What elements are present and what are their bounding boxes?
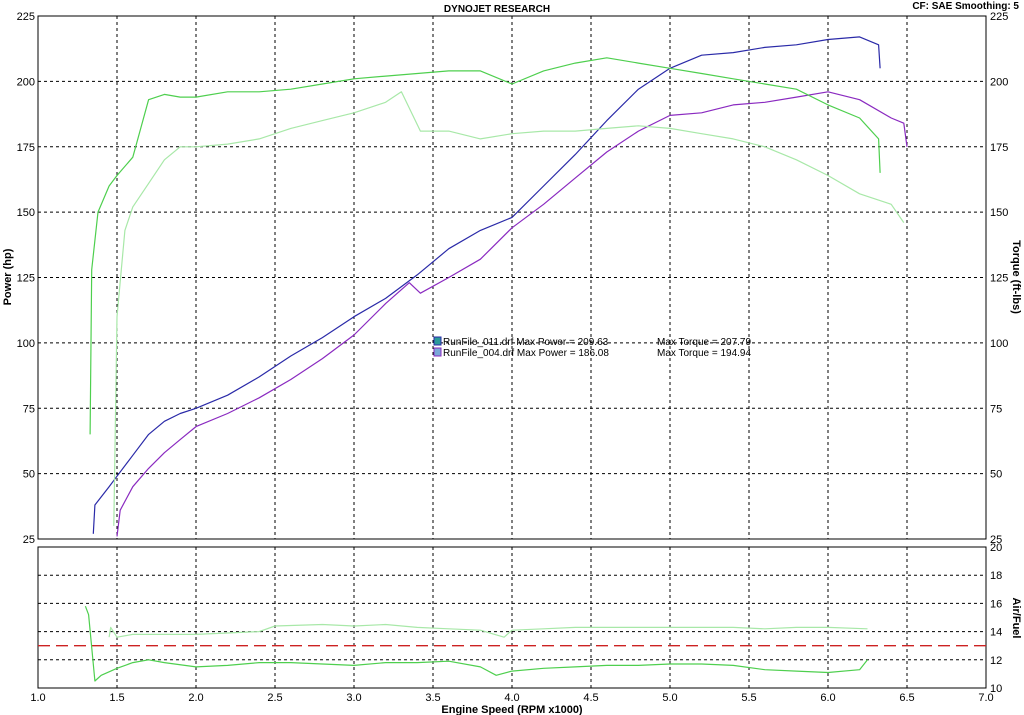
legend-swatch-run1 bbox=[433, 336, 442, 346]
afr-tick-label: 20 bbox=[990, 542, 1002, 554]
x-tick-label: 4.5 bbox=[583, 692, 598, 704]
afr-tick-label: 10 bbox=[990, 683, 1002, 695]
x-tick-label: 5.5 bbox=[741, 692, 756, 704]
y-tick-label-right: 100 bbox=[990, 338, 1008, 350]
legend-run1-torque: Max Torque = 207.79 bbox=[657, 337, 751, 348]
power-torque-series-2 bbox=[116, 91, 908, 537]
x-tick-label: 3.0 bbox=[346, 692, 361, 704]
legend: RunFile_011.drf Max Power = 209.63 Max T… bbox=[433, 336, 751, 359]
y-axis-label-torque: Torque (ft-lbs) bbox=[1010, 240, 1022, 314]
x-tick-label: 3.5 bbox=[425, 692, 440, 704]
x-tick-label: 6.0 bbox=[820, 692, 835, 704]
power-torque-series-4 bbox=[113, 91, 905, 526]
x-tick-label: 2.0 bbox=[188, 692, 203, 704]
y-tick-label-right: 75 bbox=[990, 403, 1002, 415]
legend-swatch-run2 bbox=[433, 347, 442, 357]
y-tick-label-right: 50 bbox=[990, 469, 1002, 481]
power-torque-series-1 bbox=[92, 36, 881, 534]
y-tick-label-right: 175 bbox=[990, 142, 1008, 154]
afr-tick-label: 18 bbox=[990, 570, 1002, 582]
y-tick-label-left: 175 bbox=[17, 142, 35, 154]
x-tick-label: 7.0 bbox=[978, 692, 993, 704]
y-tick-label-right: 150 bbox=[990, 207, 1008, 219]
y-tick-label-left: 25 bbox=[23, 534, 35, 546]
chart-title: DYNOJET RESEARCH bbox=[444, 4, 550, 15]
y-tick-label-right: 125 bbox=[990, 273, 1008, 285]
chart-settings: CF: SAE Smoothing: 5 bbox=[912, 1, 1019, 12]
x-tick-label: 4.0 bbox=[504, 692, 519, 704]
air-fuel-series-1 bbox=[84, 605, 868, 682]
x-tick-label: 1.5 bbox=[109, 692, 124, 704]
y-tick-label-left: 125 bbox=[17, 273, 35, 285]
y-tick-label-left: 50 bbox=[23, 469, 35, 481]
power-torque-series-3 bbox=[89, 57, 881, 435]
y-tick-label-right: 200 bbox=[990, 76, 1008, 88]
legend-run2-torque: Max Torque = 194.94 bbox=[657, 348, 751, 359]
legend-run2-label: RunFile_004.drf Max Power = 186.08 bbox=[443, 348, 609, 359]
y-tick-label-right: 25 bbox=[990, 534, 1002, 546]
legend-run1-label: RunFile_011.drf Max Power = 209.63 bbox=[443, 337, 609, 348]
air-fuel-series-2 bbox=[108, 623, 868, 638]
y-tick-label-left: 200 bbox=[17, 76, 35, 88]
y-tick-label-left: 150 bbox=[17, 207, 35, 219]
x-tick-label: 2.5 bbox=[267, 692, 282, 704]
x-tick-label: 6.5 bbox=[899, 692, 914, 704]
afr-tick-label: 14 bbox=[990, 627, 1002, 639]
y-tick-label-right: 225 bbox=[990, 11, 1008, 23]
y-tick-label-left: 75 bbox=[23, 403, 35, 415]
y-tick-label-left: 225 bbox=[17, 11, 35, 23]
afr-tick-label: 16 bbox=[990, 598, 1002, 610]
afr-tick-label: 12 bbox=[990, 655, 1002, 667]
y-axis-label-afr: Air/Fuel bbox=[1010, 598, 1022, 639]
y-axis-label-power: Power (hp) bbox=[2, 248, 14, 305]
x-tick-label: 5.0 bbox=[662, 692, 677, 704]
y-tick-label-left: 100 bbox=[17, 338, 35, 350]
afr-plot-area bbox=[37, 546, 987, 689]
x-tick-label: 1.0 bbox=[30, 692, 45, 704]
x-axis-label: Engine Speed (RPM x1000) bbox=[441, 704, 583, 715]
